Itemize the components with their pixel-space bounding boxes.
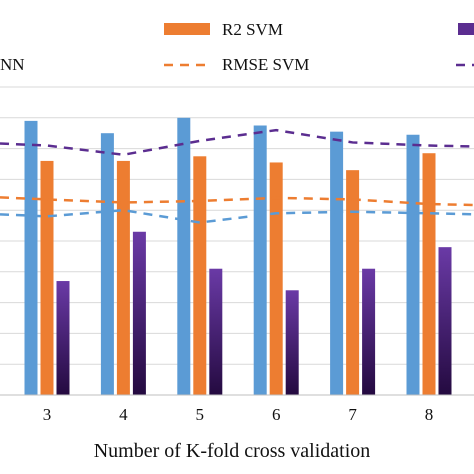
bar-s0-5 xyxy=(177,117,191,396)
legend-label-rmse-svm: RMSE SVM xyxy=(222,55,309,74)
legend-label-ann: NN xyxy=(0,55,25,74)
x-tick-label-6: 6 xyxy=(272,405,281,424)
x-axis-title: Number of K-fold cross validation xyxy=(94,440,371,462)
legend-label-r2-svm: R2 SVM xyxy=(222,20,283,39)
bar-s2-6 xyxy=(285,290,299,395)
line-series-0 xyxy=(0,208,474,224)
bar-s1-5 xyxy=(193,156,207,395)
legend-swatch-r2-svm xyxy=(164,23,210,35)
bar-s2-3 xyxy=(56,281,70,395)
bar-s0-4 xyxy=(100,133,114,395)
bar-s0-3 xyxy=(24,120,38,395)
bar-s1-8 xyxy=(422,153,436,395)
bar-s1-4 xyxy=(116,160,130,395)
legend-swatch-purple-bar xyxy=(458,23,474,35)
x-tick-label-4: 4 xyxy=(119,405,128,424)
bar-s1-7 xyxy=(346,170,360,395)
legend: R2 SVM NN RMSE SVM xyxy=(0,20,474,74)
bar-s2-7 xyxy=(362,268,376,395)
x-tick-label-5: 5 xyxy=(196,405,205,424)
line-series-2 xyxy=(0,128,474,157)
bar-s0-6 xyxy=(253,125,267,395)
bars xyxy=(24,117,452,396)
bar-s1-3 xyxy=(40,160,54,395)
line-series-1 xyxy=(0,196,474,207)
x-tick-label-8: 8 xyxy=(425,405,434,424)
x-tick-labels: 3 4 5 6 7 8 xyxy=(43,405,434,424)
gridlines xyxy=(0,86,474,365)
bar-s2-5 xyxy=(209,268,223,395)
x-tick-label-3: 3 xyxy=(43,405,52,424)
bar-s1-6 xyxy=(269,162,283,395)
x-tick-label-7: 7 xyxy=(348,405,357,424)
bar-s0-7 xyxy=(330,131,344,395)
bar-s0-8 xyxy=(406,134,420,396)
series-lines xyxy=(0,128,474,224)
bar-s2-4 xyxy=(132,231,146,395)
bar-s2-8 xyxy=(438,247,452,395)
